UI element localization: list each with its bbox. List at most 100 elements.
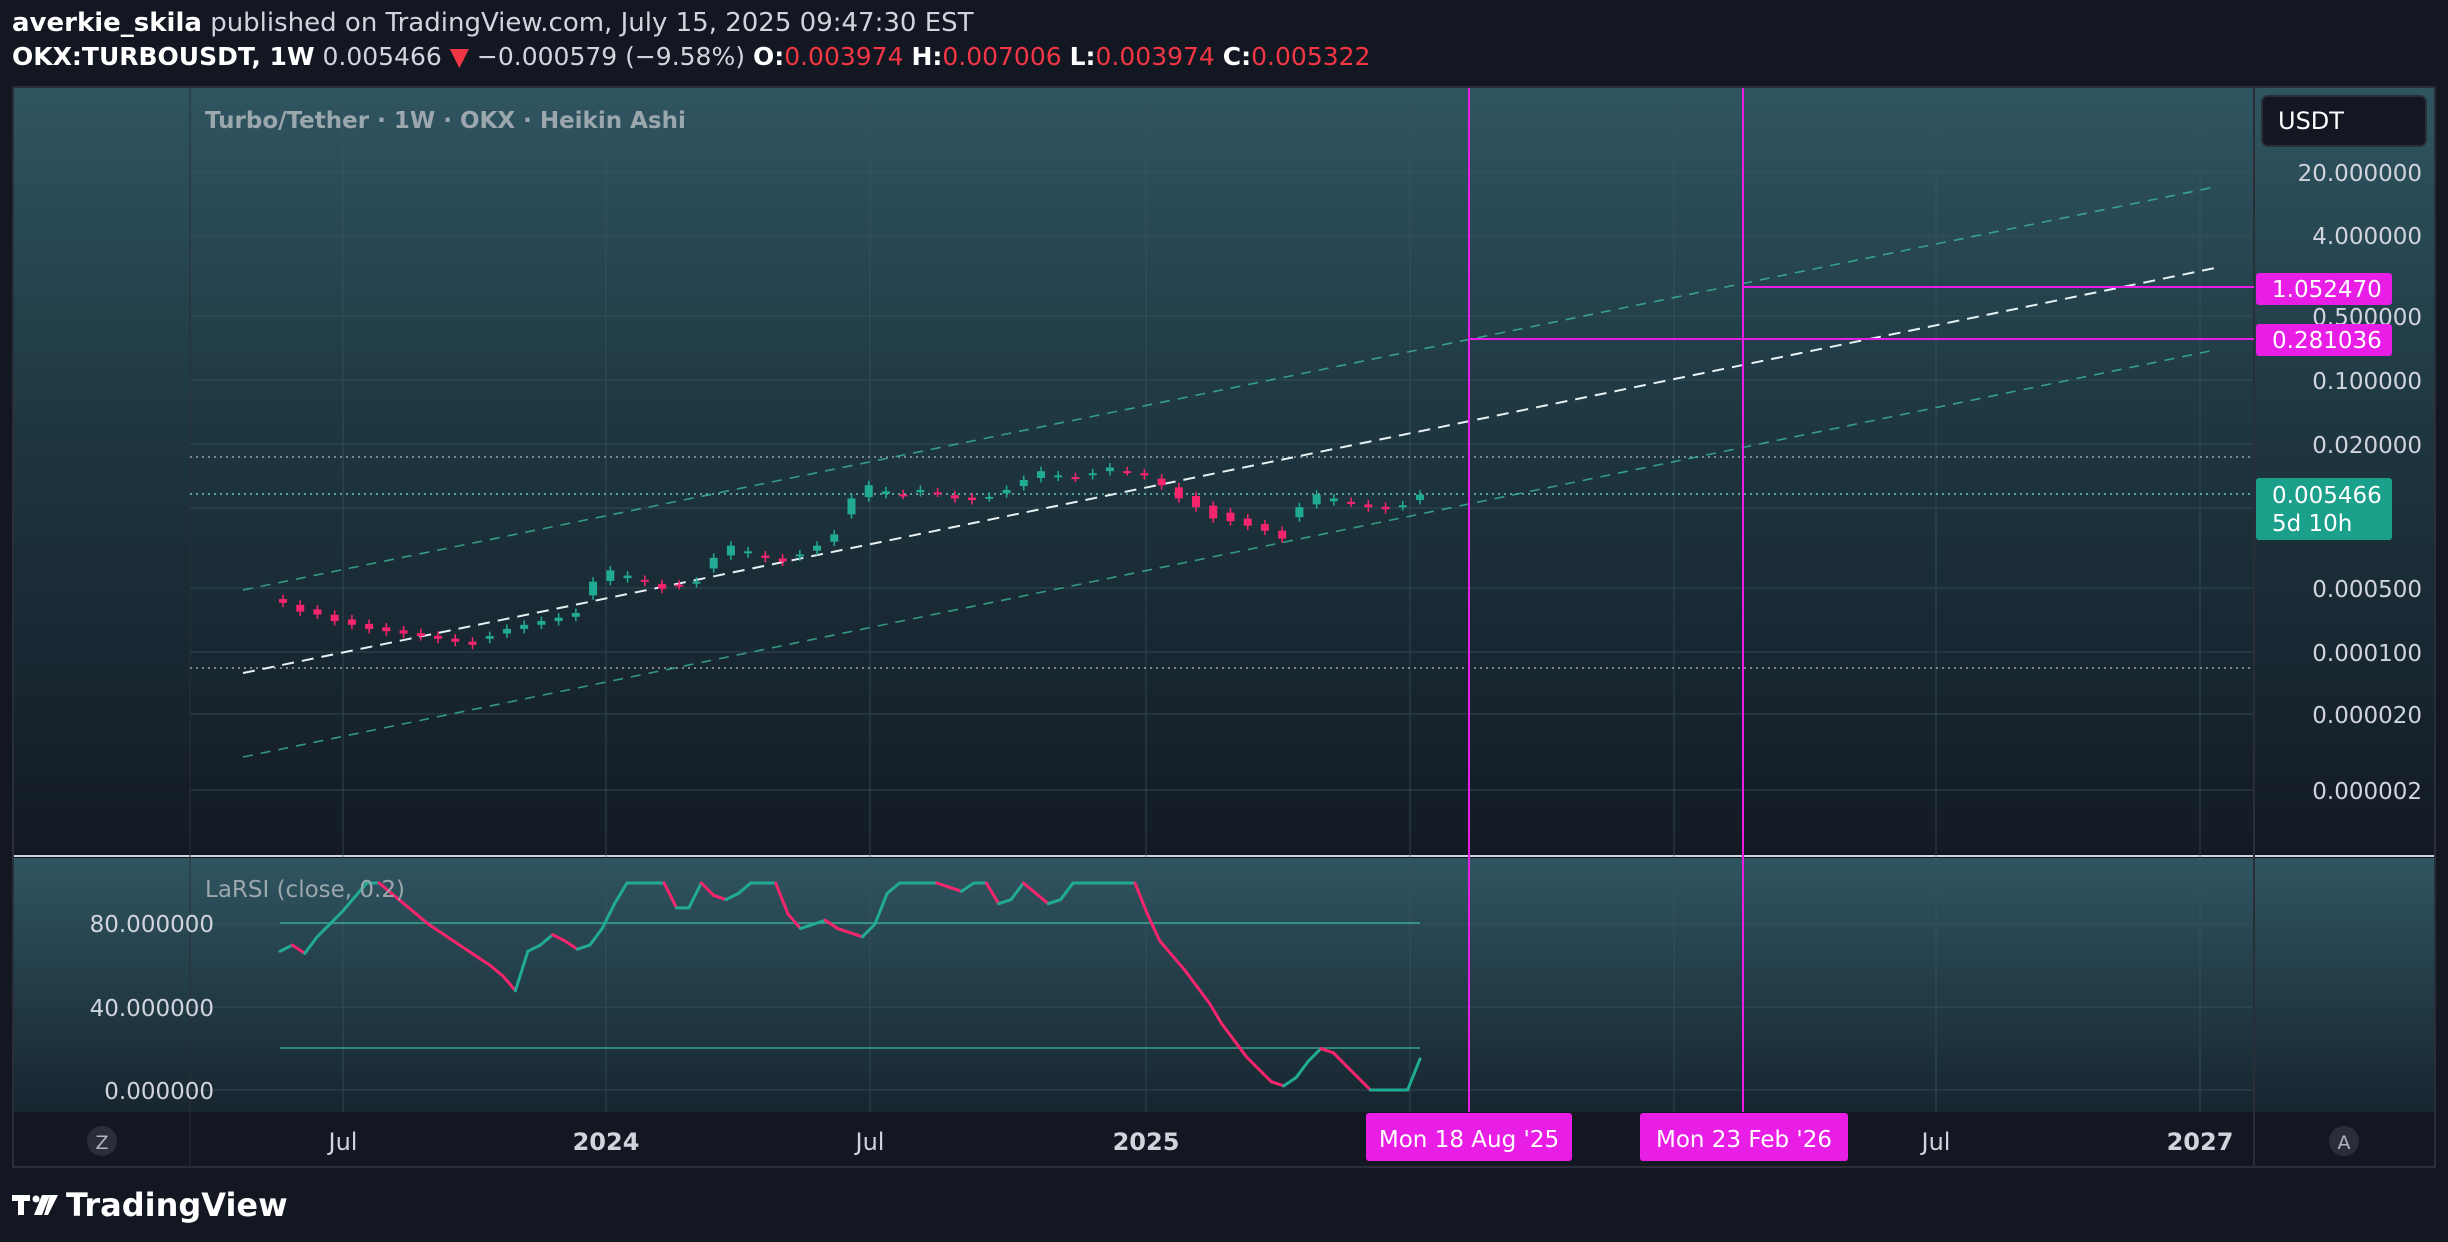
candle-body[interactable] [382, 627, 391, 632]
candle-body[interactable] [933, 492, 942, 495]
candle-body[interactable] [916, 489, 925, 493]
candle-body[interactable] [968, 497, 977, 501]
candle-body[interactable] [1088, 473, 1097, 476]
indicator-axis-labels[interactable]: 80.000000 40.000000 0.000000 [90, 912, 214, 1105]
candle-body[interactable] [347, 619, 356, 625]
candle-body[interactable] [1054, 475, 1063, 478]
candle-body[interactable] [1295, 507, 1304, 518]
candle-body[interactable] [1364, 504, 1373, 508]
zoom-button[interactable] [87, 1126, 117, 1156]
open-value: 0.003974 [784, 42, 904, 71]
candle-body[interactable] [658, 584, 666, 589]
candle-body[interactable] [692, 581, 701, 584]
candle-body[interactable] [520, 624, 529, 629]
channel-upper[interactable] [242, 186, 2216, 591]
candle-body[interactable] [313, 609, 322, 615]
larsi-line[interactable] [278, 881, 1422, 1092]
candle-body[interactable] [761, 555, 770, 558]
candle-body[interactable] [365, 623, 374, 629]
candle-body[interactable] [485, 636, 494, 639]
candle-body[interactable] [1312, 494, 1321, 505]
candle-body[interactable] [1278, 530, 1287, 539]
candle-body[interactable] [554, 617, 563, 622]
larsi-segment [563, 939, 579, 951]
time-axis[interactable] [14, 1112, 2434, 1166]
candle-body[interactable] [468, 641, 477, 645]
candle-body[interactable] [1416, 494, 1424, 500]
candle-body[interactable] [830, 534, 839, 542]
candle-body[interactable] [795, 554, 804, 557]
tradingview-logo[interactable]: TradingView [12, 1186, 288, 1224]
candle-body[interactable] [451, 638, 460, 642]
indicator-pane[interactable] [14, 858, 2434, 1112]
publisher-name[interactable]: averkie_skila [12, 8, 202, 38]
candle-body[interactable] [1226, 512, 1235, 522]
auto-scale-button-label: A [2338, 1132, 2351, 1154]
candle-body[interactable] [1398, 505, 1407, 508]
candle-body[interactable] [1260, 524, 1269, 531]
candle-body[interactable] [847, 498, 856, 515]
candle-body[interactable] [1002, 489, 1011, 494]
candle-body[interactable] [571, 613, 580, 617]
last-price-marker[interactable] [2256, 478, 2392, 540]
candle-body[interactable] [1209, 505, 1218, 519]
candle-body[interactable] [1192, 496, 1201, 508]
candle-body[interactable] [399, 630, 408, 634]
candle-body[interactable] [1174, 487, 1183, 499]
candle-body[interactable] [1381, 506, 1390, 510]
candle-body[interactable] [881, 491, 890, 495]
candle-body[interactable] [1019, 479, 1028, 487]
candle-body[interactable] [1157, 478, 1166, 486]
candle-body[interactable] [864, 485, 873, 498]
candle-body[interactable] [279, 599, 287, 603]
candle-body[interactable] [623, 575, 632, 579]
candle-series[interactable] [279, 463, 1424, 650]
currency-button[interactable] [2261, 95, 2427, 147]
price-marker-1[interactable] [2256, 273, 2392, 305]
candle-body[interactable] [1347, 501, 1356, 504]
auto-scale-button[interactable] [2329, 1126, 2359, 1156]
candle-body[interactable] [1140, 473, 1149, 476]
candle-body[interactable] [709, 557, 718, 569]
time-axis-labels[interactable]: Jul 2024 Jul 2025 Jul 2027 [327, 1128, 2234, 1156]
candle-body[interactable] [640, 579, 649, 582]
larsi-segment [687, 881, 703, 910]
candle-body[interactable] [813, 545, 822, 551]
vline-label-2[interactable] [1640, 1113, 1848, 1161]
candle-body[interactable] [537, 621, 546, 625]
vline-label-1[interactable] [1366, 1113, 1572, 1161]
indicator-legend[interactable]: LaRSI (close, 0.2) [205, 877, 405, 903]
candle-body[interactable] [899, 494, 908, 497]
candle-body[interactable] [589, 581, 598, 596]
candle-body[interactable] [950, 495, 959, 499]
candle-body[interactable] [606, 570, 615, 581]
candle-body[interactable] [296, 604, 305, 612]
candle-body[interactable] [1123, 471, 1132, 474]
candle-body[interactable] [675, 584, 684, 587]
candle-body[interactable] [434, 635, 443, 639]
candle-body[interactable] [1071, 477, 1080, 480]
price-marker-2[interactable] [2256, 324, 2392, 356]
indicator-tick: 40.000000 [90, 996, 214, 1022]
candle-body[interactable] [726, 545, 735, 556]
chart-legend[interactable]: Turbo/Tether · 1W · OKX · Heikin Ashi [205, 108, 686, 134]
candle-body[interactable] [744, 551, 753, 554]
channel-lower[interactable] [242, 349, 2216, 758]
channel-middle[interactable] [242, 267, 2216, 674]
candle-body[interactable] [416, 633, 425, 637]
larsi-segment [1034, 891, 1050, 906]
candle-body[interactable] [985, 496, 994, 499]
candle-body[interactable] [330, 614, 339, 622]
indicator-tick: 80.000000 [90, 912, 214, 938]
price-axis-labels[interactable]: 20.000000 4.000000 0.500000 0.100000 0.0… [2298, 161, 2422, 805]
candle-body[interactable] [502, 628, 511, 634]
candle-body[interactable] [1105, 467, 1114, 472]
candle-body[interactable] [1037, 471, 1045, 478]
candle-body[interactable] [1243, 518, 1252, 526]
candle-body[interactable] [1329, 498, 1338, 502]
larsi-segment [1294, 1059, 1310, 1080]
larsi-segment [1158, 939, 1174, 957]
larsi-segment [1331, 1051, 1348, 1067]
candle-body[interactable] [778, 558, 787, 562]
